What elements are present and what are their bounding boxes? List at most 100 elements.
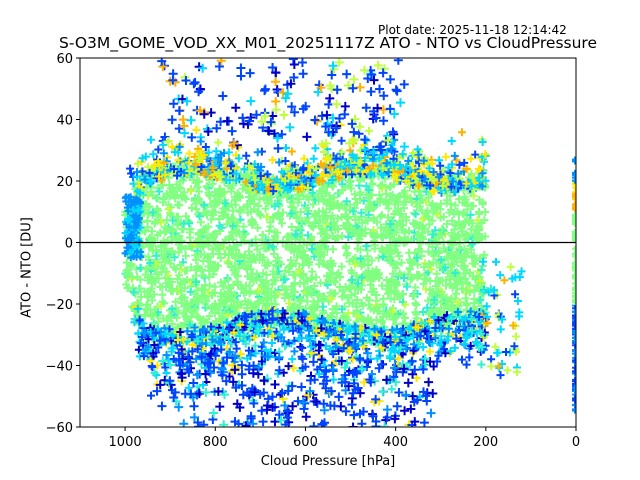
x-axis: 1000 800 600 400 200 0	[109, 427, 580, 450]
scatter-point	[297, 58, 307, 67]
scatter-point	[295, 195, 304, 204]
scatter-point	[178, 293, 187, 302]
scatter-point	[148, 208, 157, 217]
scatter-point	[309, 223, 318, 232]
scatter-point	[177, 225, 186, 234]
scatter-point	[325, 93, 335, 103]
scatter-point	[236, 170, 245, 179]
scatter-point	[465, 353, 474, 362]
x-tick-label: 600	[293, 435, 318, 450]
scatter-point	[426, 408, 436, 418]
scatter-point	[260, 84, 270, 94]
scatter-point	[392, 86, 402, 96]
scatter-point	[177, 237, 186, 246]
scatter-point	[460, 269, 469, 278]
scatter-point	[325, 263, 334, 272]
scatter-point	[341, 406, 351, 416]
scatter-point	[327, 294, 336, 303]
scatter-point	[190, 77, 200, 87]
scatter-point	[292, 214, 301, 223]
scatter-point	[356, 188, 365, 197]
scatter-point	[341, 244, 350, 253]
scatter-point	[323, 245, 332, 254]
scatter-point	[377, 211, 386, 220]
scatter-point	[279, 110, 289, 120]
scatter-point	[370, 233, 379, 242]
scatter-point	[132, 265, 141, 274]
scatter-point	[294, 234, 303, 243]
scatter-point	[385, 74, 395, 84]
scatter-point	[500, 276, 509, 285]
scatter-point	[391, 85, 401, 95]
scatter-point	[205, 266, 214, 275]
scatter-point	[374, 254, 383, 263]
scatter-point	[242, 151, 251, 160]
scatter-point	[329, 277, 338, 286]
scatter-point	[222, 220, 231, 229]
scatter-point	[334, 225, 342, 234]
plot-date: Plot date: 2025-11-18 12:14:42	[378, 23, 567, 37]
scatter-point	[214, 261, 223, 270]
scatter-point	[311, 302, 320, 311]
scatter-point	[515, 308, 524, 317]
scatter-point	[487, 355, 496, 364]
scatter-point	[148, 296, 157, 305]
scatter-point	[496, 371, 505, 380]
scatter-point	[234, 264, 243, 273]
scatter-point	[140, 205, 149, 214]
scatter-point	[392, 401, 402, 411]
scatter-point	[309, 421, 319, 427]
scatter-point	[340, 101, 350, 111]
scatter-point	[457, 224, 466, 233]
scatter-point	[288, 58, 298, 64]
scatter-point	[270, 417, 280, 427]
scatter-point	[221, 199, 230, 208]
scatter-point	[271, 287, 280, 296]
scatter-point	[326, 256, 335, 265]
scatter-point	[306, 375, 316, 385]
scatter-point	[513, 368, 522, 377]
scatter-point	[147, 310, 156, 319]
scatter-point	[439, 212, 448, 221]
scatter-point	[572, 157, 576, 164]
scatter-point	[233, 189, 242, 198]
scatter-point	[572, 308, 576, 315]
scatter-point	[318, 259, 327, 268]
scatter-point	[178, 115, 188, 125]
scatter-point	[146, 135, 155, 144]
scatter-point	[159, 314, 168, 323]
scatter-point	[285, 122, 295, 132]
scatter-point	[400, 321, 409, 330]
scatter-point	[201, 387, 211, 397]
scatter-point	[445, 208, 454, 217]
scatter-point	[447, 137, 456, 146]
scatter-point	[180, 128, 190, 138]
scatter-point	[337, 262, 346, 271]
scatter-point	[308, 267, 317, 276]
scatter-point	[185, 320, 194, 329]
scatter-point	[231, 254, 240, 263]
scatter-point	[405, 226, 414, 235]
y-tick-label: 60	[56, 52, 73, 67]
scatter-points	[121, 58, 576, 427]
scatter-point	[332, 308, 341, 317]
scatter-point	[369, 204, 378, 213]
y-tick-label: −40	[46, 360, 73, 375]
x-tick-label: 200	[473, 435, 498, 450]
scatter-point	[295, 223, 304, 232]
scatter-point	[385, 254, 394, 263]
scatter-point	[162, 216, 171, 225]
scatter-point	[298, 69, 308, 79]
scatter-point	[407, 259, 416, 268]
scatter-point	[140, 287, 149, 296]
scatter-point	[462, 305, 471, 314]
scatter-point	[328, 211, 337, 220]
scatter-point	[230, 196, 239, 205]
scatter-point	[434, 277, 443, 286]
scatter-point	[331, 278, 340, 287]
scatter-point	[403, 378, 413, 388]
scatter-point	[234, 298, 243, 307]
scatter-point	[382, 405, 392, 415]
